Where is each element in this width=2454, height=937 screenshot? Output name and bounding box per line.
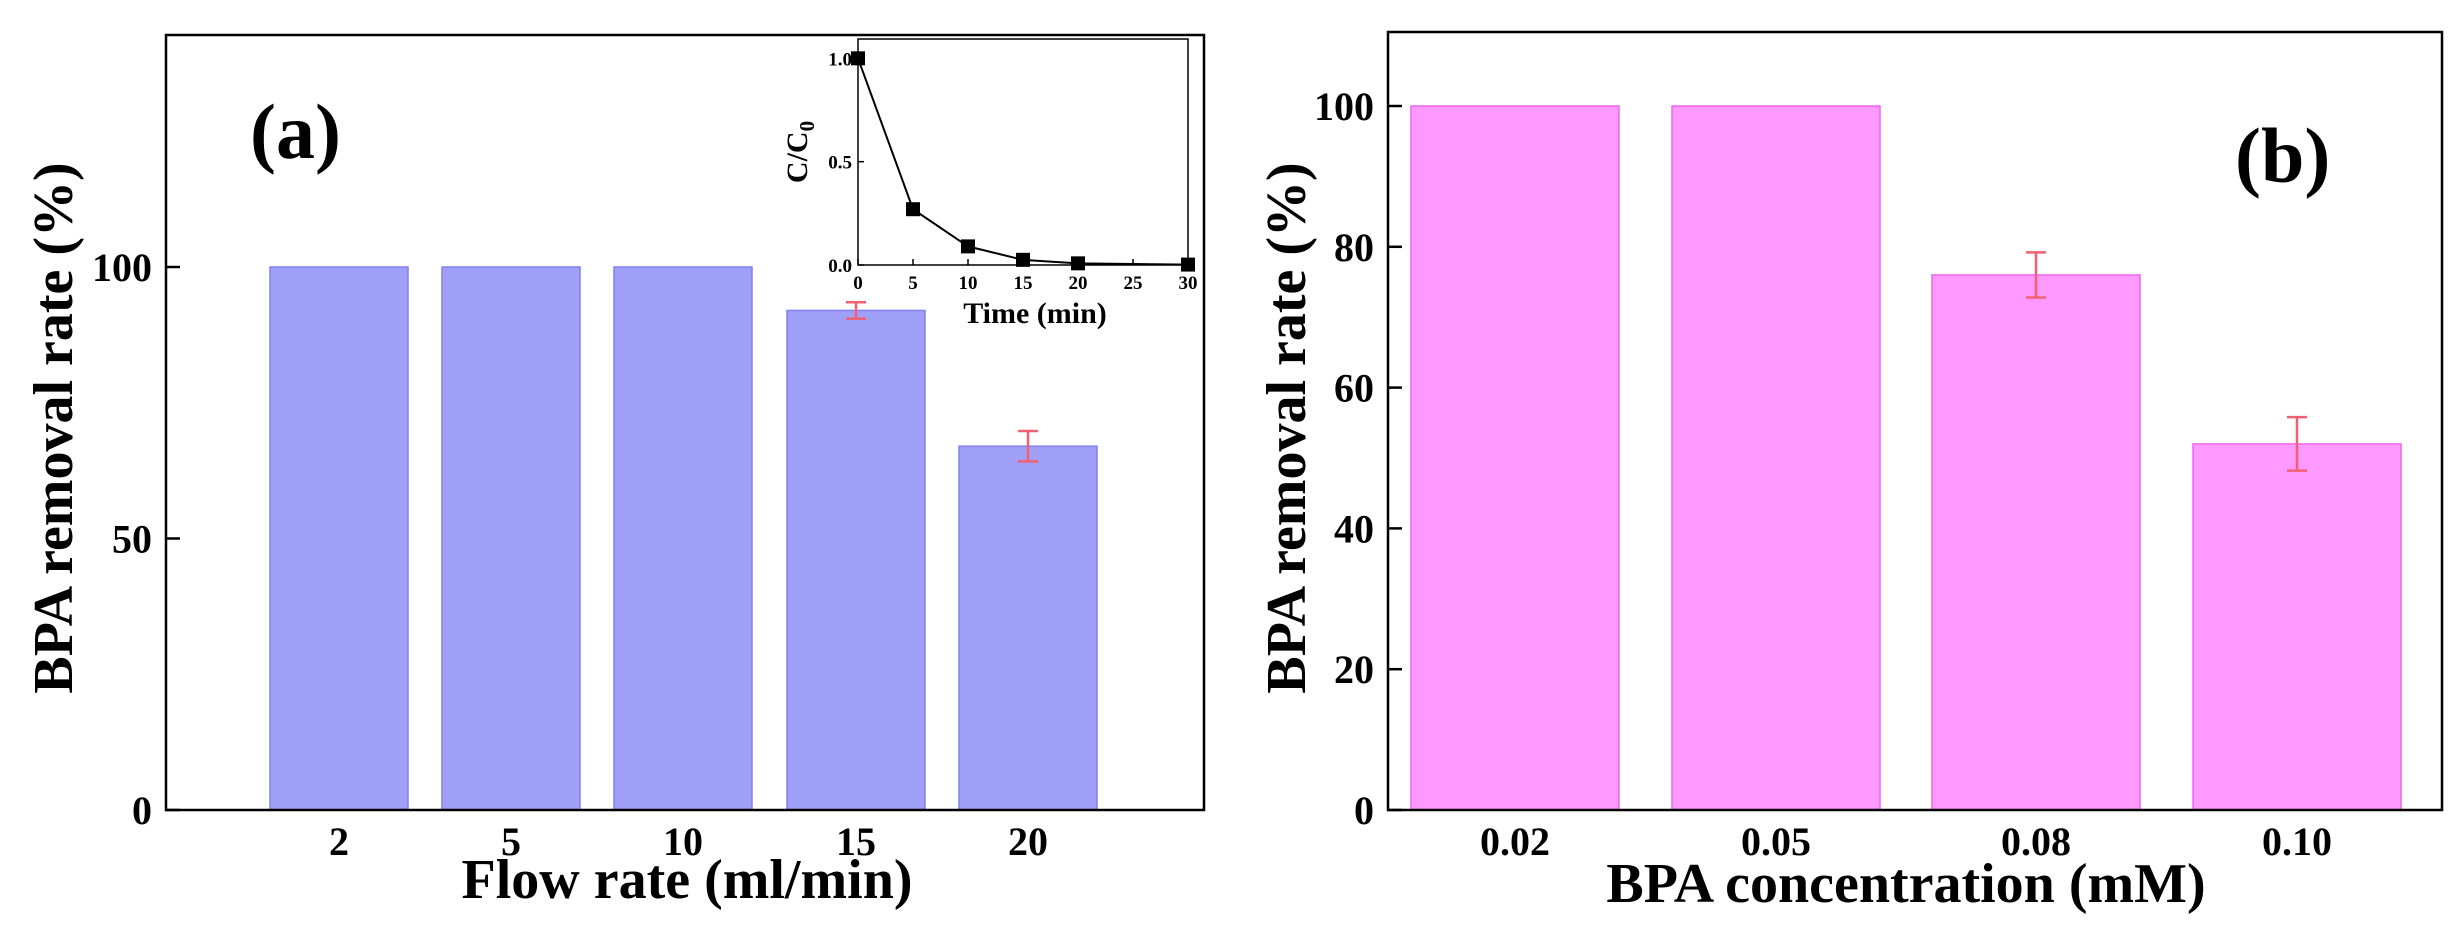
inset-x-tick-label-5: 5 (908, 273, 918, 294)
panel-b-x-axis-label: BPA concentration (mM) (1606, 853, 2205, 915)
bar-2 (269, 266, 409, 811)
x-tick-label-0.05: 0.05 (1741, 819, 1811, 864)
panel-a-inset: 0 5 10 15 20 25 300.00.51.0 Time (min) C/C0 (781, 38, 1198, 330)
inset-point-10 (961, 239, 975, 254)
y-tick-label-0: 0 (1354, 788, 1374, 833)
panel-a-y-ticks: 0 50 100 (92, 245, 180, 833)
x-tick-label-0.10: 0.10 (2262, 819, 2332, 864)
inset-point-20 (1071, 256, 1085, 271)
y-tick-label-40: 40 (1334, 506, 1374, 551)
bar-10 (613, 266, 753, 811)
panel-b-label: (b) (2235, 112, 2330, 199)
x-tick-label-0.08: 0.08 (2001, 819, 2071, 864)
panel-b-y-axis-label: BPA removal rate (%) (1256, 162, 1318, 693)
bar-0.05 (1671, 105, 1881, 811)
inset-series (851, 51, 1195, 272)
inset-x-tick-label-20: 20 (1069, 273, 1088, 294)
inset-point-30 (1181, 257, 1195, 272)
inset-frame (857, 38, 1189, 266)
bar-20 (958, 445, 1098, 811)
bar-5 (441, 266, 581, 811)
inset-point-15 (1016, 252, 1030, 267)
x-tick-label-20: 20 (1008, 819, 1048, 864)
inset-x-axis-label: Time (min) (963, 297, 1107, 330)
x-tick-label-15: 15 (836, 819, 876, 864)
y-tick-label-50: 50 (112, 517, 152, 562)
inset-x-tick-label-25: 25 (1124, 273, 1143, 294)
panel-a-frame (164, 33, 1206, 812)
x-tick-label-5: 5 (501, 819, 521, 864)
y-tick-label-60: 60 (1334, 366, 1374, 411)
inset-y-label-sub: 0 (795, 121, 819, 132)
panel-a-label: (a) (250, 88, 341, 175)
inset-series-line (857, 57, 1189, 266)
inset-x-tick-label-10: 10 (959, 273, 978, 294)
bar-15 (786, 309, 926, 811)
panel-b-error-bars (2026, 251, 2307, 472)
y-tick-label-0: 0 (132, 788, 152, 833)
x-tick-label-10: 10 (663, 819, 703, 864)
panel-a-error-bars (846, 301, 1038, 463)
bar-0.02 (1410, 105, 1620, 811)
y-tick-label-100: 100 (92, 245, 152, 290)
inset-x-tick-label-0: 0 (853, 273, 863, 294)
y-tick-label-100: 100 (1314, 84, 1374, 129)
panel-b-frame (1386, 30, 2444, 812)
inset-y-tick-label-1.0: 1.0 (828, 49, 852, 70)
panel-b-y-ticks: 0 20 40 60 80 100 (1314, 84, 1402, 833)
inset-point-0 (851, 51, 865, 66)
inset-point-5 (906, 202, 920, 217)
y-tick-label-80: 80 (1334, 225, 1374, 270)
panel-b-bars (1410, 105, 2402, 811)
panel-a-y-axis-label: BPA removal rate (%) (23, 162, 85, 693)
inset-y-tick-label-0.5: 0.5 (828, 153, 852, 174)
inset-x-tick-label-30: 30 (1179, 273, 1198, 294)
x-tick-label-2: 2 (329, 819, 349, 864)
panel-a-x-axis-label: Flow rate (ml/min) (462, 849, 913, 911)
inset-y-tick-label-0.0: 0.0 (828, 256, 852, 277)
panel-a-bars (269, 266, 1098, 811)
y-tick-label-20: 20 (1334, 647, 1374, 692)
inset-y-axis-label: C/C0 (781, 121, 819, 183)
inset-y-label-base: C/C (781, 131, 814, 183)
bar-0.08 (1931, 274, 2141, 811)
panel-b-x-ticks: 0.02 0.05 0.08 0.10 (1480, 819, 2332, 864)
panel-a-x-ticks: 2 5 10 15 20 (329, 819, 1048, 864)
inset-x-tick-label-15: 15 (1014, 273, 1033, 294)
x-tick-label-0.02: 0.02 (1480, 819, 1550, 864)
bar-0.10 (2192, 443, 2402, 811)
chart-panel-b: 0 20 40 60 80 100 0.02 0.05 0.08 0.10 (b) BPA co… (1256, 30, 2444, 915)
